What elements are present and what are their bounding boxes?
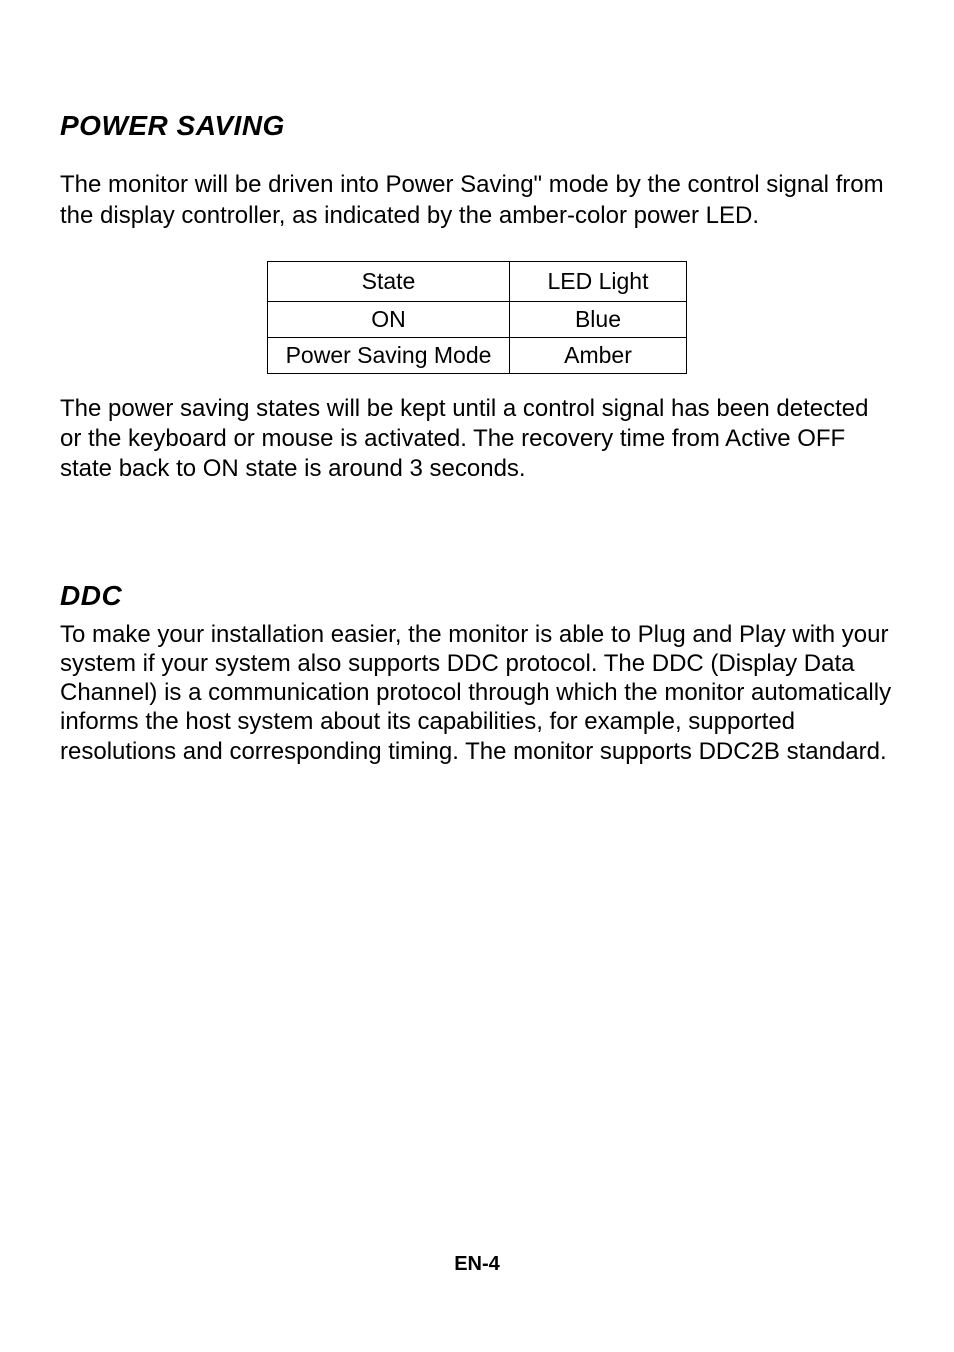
table-header-led: LED Light (510, 262, 687, 302)
section-spacer (60, 524, 894, 580)
table-row: Power Saving Mode Amber (268, 338, 687, 374)
ddc-body-text: To make your installation easier, the mo… (60, 620, 894, 766)
table-cell-led: Amber (510, 338, 687, 374)
table-cell-state: ON (268, 302, 510, 338)
table-row: ON Blue (268, 302, 687, 338)
power-saving-heading: POWER SAVING (60, 110, 894, 142)
led-table: State LED Light ON Blue Power Saving Mod… (267, 261, 687, 374)
table-header-row: State LED Light (268, 262, 687, 302)
page: POWER SAVING The monitor will be driven … (0, 0, 954, 1352)
power-saving-detail-text: The power saving states will be kept unt… (60, 394, 894, 483)
led-table-container: State LED Light ON Blue Power Saving Mod… (60, 261, 894, 374)
table-cell-led: Blue (510, 302, 687, 338)
table-header-state: State (268, 262, 510, 302)
page-footer: EN-4 (0, 1253, 954, 1276)
power-saving-intro-text: The monitor will be driven into Power Sa… (60, 170, 894, 231)
ddc-heading: DDC (60, 580, 894, 612)
table-cell-state: Power Saving Mode (268, 338, 510, 374)
